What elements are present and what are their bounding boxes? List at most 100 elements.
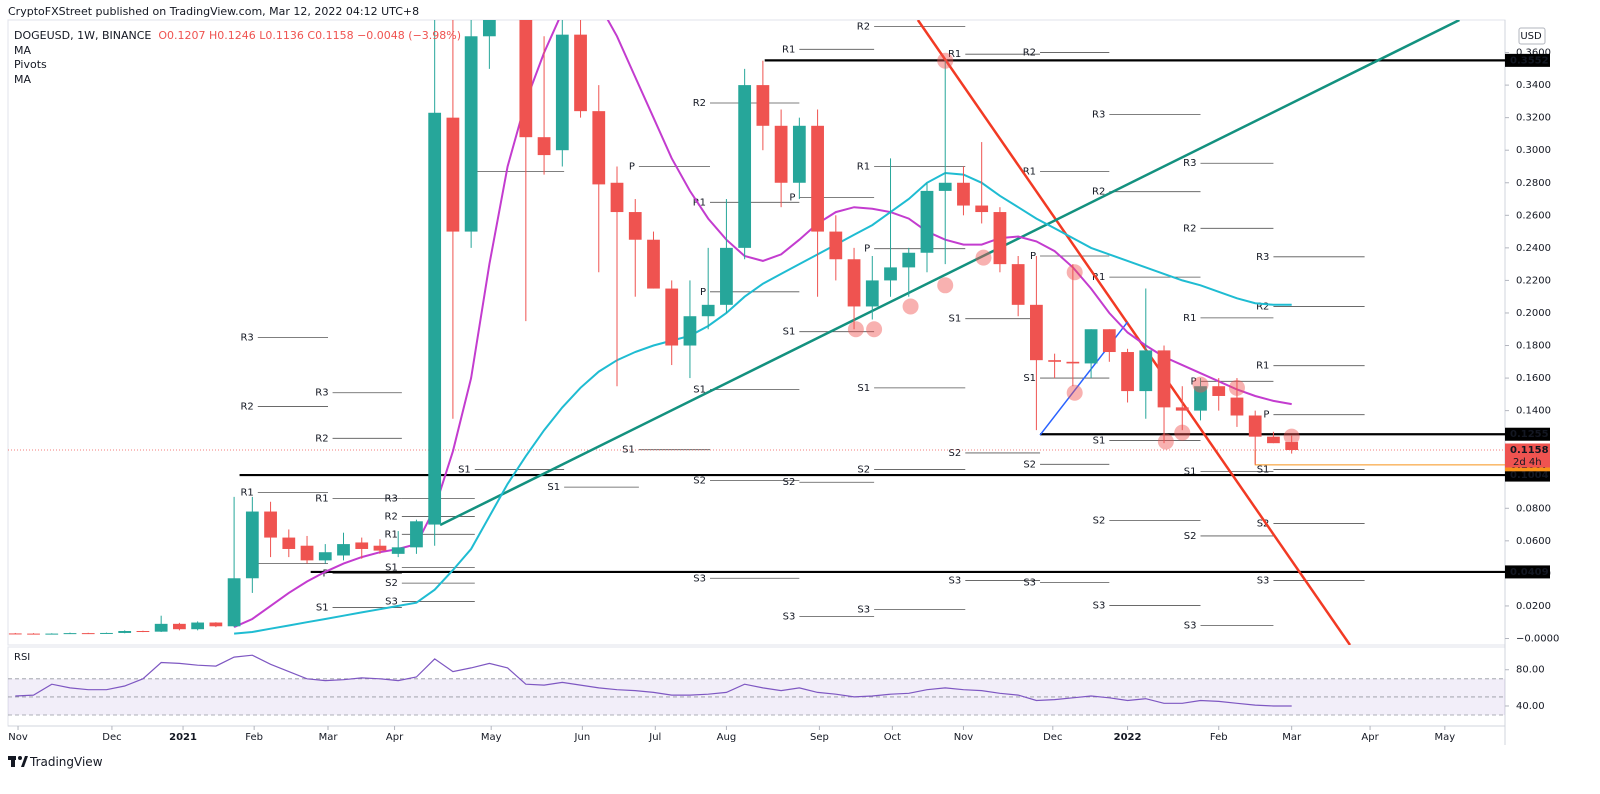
x-tick-label: Feb — [1210, 732, 1228, 743]
pivot-label: R3 — [1092, 109, 1105, 120]
pivot-label: R3 — [240, 332, 253, 343]
candle-body — [1285, 442, 1299, 451]
candle-body — [1267, 436, 1280, 444]
candle-body — [665, 288, 679, 346]
pivot-label: S2 — [1184, 531, 1197, 542]
pivot-label: R1 — [315, 494, 328, 505]
y-tick-label: 0.3000 — [1516, 145, 1551, 156]
pivot-label: S3 — [385, 597, 398, 608]
x-tick-label: Dec — [102, 732, 121, 743]
pivot-label: P — [323, 568, 329, 579]
pivot-label: R2 — [1092, 187, 1105, 198]
ohlc-change: −0.0048 (−3.98%) — [357, 29, 462, 42]
candle-body — [154, 623, 168, 632]
candle-body — [865, 280, 879, 307]
candle-body — [1030, 304, 1043, 361]
pivot-label: S2 — [1257, 519, 1270, 530]
main-plot: R3 R2 R1 P R3 R2 R1 P S1 R3 R2 R1 S1 S2 S3 P S1 S1 P S1 R2 R1… — [8, 20, 1505, 645]
y-tick-label: 0.1800 — [1516, 341, 1551, 352]
pivot-label: P — [864, 244, 870, 255]
candle-body — [282, 537, 296, 549]
rsi-title: RSI — [14, 652, 30, 663]
pivot-label: S1 — [316, 603, 329, 614]
x-tick-label: Oct — [884, 732, 901, 743]
x-tick-label: Mar — [1282, 732, 1302, 743]
pivot-label: R1 — [1092, 272, 1105, 283]
trendline — [916, 20, 1352, 645]
candle-body — [355, 542, 369, 549]
pivot-label: S3 — [783, 612, 796, 623]
y-tick-label: 0.0800 — [1516, 503, 1551, 514]
pivot-label: R1 — [857, 161, 870, 172]
pivot-label: R2 — [1023, 48, 1036, 59]
candle-body — [227, 578, 241, 627]
pivot-label: R1 — [1023, 166, 1036, 177]
candle-body — [410, 521, 423, 548]
x-tick-label: Apr — [1361, 732, 1379, 743]
pivot-label: R3 — [385, 494, 398, 505]
candle-body — [1011, 264, 1025, 305]
candle-body — [902, 252, 916, 268]
pivot-label: S1 — [1257, 465, 1270, 476]
ohlc-low: L0.1136 — [259, 29, 304, 42]
currency-box — [1518, 27, 1546, 45]
rsi-tick-label: 80.00 — [1516, 665, 1545, 676]
candle-body — [1230, 397, 1244, 416]
candle-body — [811, 125, 824, 232]
highlight — [902, 298, 919, 315]
y-tick-label: 0.3600 — [1516, 48, 1551, 59]
pivot-label: S3 — [1093, 600, 1106, 611]
candle-body — [555, 34, 569, 151]
candle-body — [537, 137, 551, 156]
y-tick-label: 0.3200 — [1516, 113, 1551, 124]
candle-body — [8, 633, 22, 635]
x-tick-label: Mar — [319, 732, 339, 743]
y-tick-label: 0.2000 — [1516, 308, 1551, 319]
pivot-label: S1 — [547, 482, 560, 493]
candle-body — [1139, 350, 1153, 392]
level-badge — [1505, 427, 1550, 441]
highlight — [1228, 379, 1245, 396]
pivot-label: P — [629, 161, 635, 172]
pivot-label: R1 — [782, 44, 795, 55]
candle-body — [63, 633, 77, 635]
pivot-label: S1 — [857, 383, 870, 394]
pivot-label: R1 — [948, 49, 961, 60]
y-tick-label: 0.1600 — [1516, 373, 1551, 384]
candle-body — [446, 117, 460, 232]
pivot-label: S3 — [949, 576, 962, 587]
highlight — [847, 321, 864, 338]
x-tick-label: Dec — [1043, 732, 1062, 743]
candle-body — [792, 125, 806, 183]
legend: DOGEUSD, 1W, BINANCE O0.1207 H0.1246 L0.… — [14, 29, 461, 87]
highlight — [937, 277, 954, 294]
y-tick-label: 0.3400 — [1516, 80, 1551, 91]
moving-average — [234, 171, 1292, 635]
highlight — [937, 52, 954, 69]
x-tick-label: Apr — [386, 732, 404, 743]
candle-body — [373, 545, 387, 551]
pivot-label: S2 — [1023, 459, 1036, 470]
candle-body — [1157, 350, 1171, 408]
highlight — [1174, 424, 1191, 441]
candle-body — [1048, 360, 1062, 362]
candle-body — [738, 85, 752, 248]
candle-body — [81, 633, 95, 635]
pivot-label: R2 — [315, 433, 328, 444]
x-tick-label: Sep — [810, 732, 829, 743]
countdown: 2d 4h — [1513, 457, 1542, 468]
pivot-label: S2 — [783, 477, 796, 488]
pivot-label: P — [789, 192, 795, 203]
candle-body — [318, 552, 332, 561]
axes: −0.00000.02000.04000.06000.08000.14000.1… — [8, 48, 1559, 743]
candle-body — [574, 34, 587, 112]
pivot-label: R3 — [1183, 158, 1196, 169]
y-tick-label: 0.2800 — [1516, 178, 1551, 189]
candle-body — [264, 511, 277, 538]
pivot-label: S2 — [693, 476, 706, 487]
candle-body — [245, 511, 259, 579]
candle-body — [774, 125, 788, 183]
level-badge — [1505, 468, 1550, 482]
pivot-label: R1 — [385, 529, 398, 540]
